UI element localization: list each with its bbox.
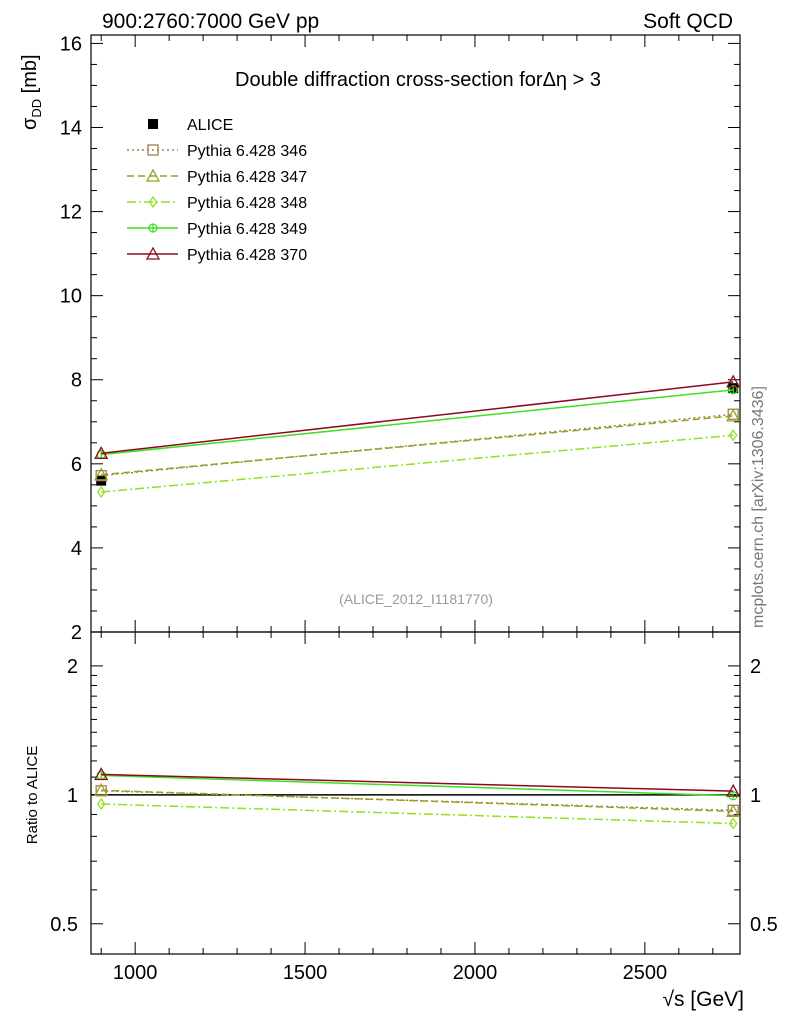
ratio-tick-label-right: 0.5 (750, 914, 778, 936)
x-tick-label: 2000 (453, 962, 498, 984)
main-series-lines (94, 374, 741, 499)
legend-marker (148, 195, 158, 209)
ratio-data-point (726, 783, 741, 797)
header-right: Soft QCD (643, 10, 733, 33)
ratio-data-point (94, 782, 109, 796)
y-label-sigma: σ (19, 117, 41, 130)
series-line (101, 434, 734, 493)
ratio-y-axis-label: Ratio to ALICE (24, 746, 41, 844)
y-tick-label: 10 (60, 286, 82, 308)
legend-item: Pythia 6.428 347 (127, 168, 307, 186)
legend-marker (145, 168, 161, 182)
ratio-series-line (101, 803, 734, 825)
ratio-data-point (94, 767, 109, 781)
legend-marker (148, 223, 158, 233)
legend-marker (147, 144, 159, 156)
x-tick-label: 2500 (623, 962, 668, 984)
ratio-series-line (101, 774, 734, 797)
data-point (94, 445, 109, 459)
ratio-data-point (96, 797, 106, 811)
header-left: 900:2760:7000 GeV pp (102, 10, 319, 33)
ratio-data-point (726, 804, 741, 818)
x-label-root: √s (662, 988, 684, 1011)
x-tick-label: 1000 (113, 962, 158, 984)
ratio-series-line (101, 773, 734, 792)
ratio-series-lines (91, 767, 741, 830)
data-point (726, 408, 741, 422)
main-axis-ticks: 2 4 6 8 10 12 14 16 (60, 33, 740, 644)
legend-item: ALICE (148, 117, 233, 134)
legend: ALICE Pythia 6.428 346 Pythia 6.428 347 Pyt… (127, 117, 307, 264)
legend-label: ALICE (187, 117, 233, 134)
legend-marker (145, 246, 161, 260)
legend-item: Pythia 6.428 346 (127, 143, 307, 160)
chart-title: Double diffraction cross-section forΔη >… (235, 69, 601, 91)
legend-marker (148, 119, 158, 129)
y-tick-label: 4 (71, 538, 82, 560)
ratio-tick-label-left: 1 (67, 785, 78, 807)
y-tick-label: 8 (71, 370, 82, 392)
legend-label: Pythia 6.428 348 (187, 195, 307, 212)
y-label-subscript: DD (29, 99, 44, 118)
ratio-tick-label-left: 2 (67, 656, 78, 678)
ratio-plot-frame (90, 631, 741, 955)
legend-item: Pythia 6.428 348 (127, 195, 307, 212)
ratio-tick-label-right: 1 (750, 785, 761, 807)
data-point (728, 429, 738, 442)
y-tick-label: 6 (71, 454, 82, 476)
y-tick-label: 2 (71, 622, 82, 644)
ratio-series-line (101, 789, 734, 813)
series-line (101, 381, 734, 455)
ratio-tick-label-left: 0.5 (50, 914, 78, 936)
series-line (101, 415, 734, 476)
ratio-data-point (728, 817, 738, 830)
y-tick-label: 16 (60, 33, 82, 55)
legend-label: Pythia 6.428 370 (187, 247, 307, 264)
x-label-unit: [GeV] (684, 988, 744, 1011)
svg-text:σDD [mb]: σDD [mb] (19, 54, 44, 130)
series-line (101, 389, 734, 456)
main-y-axis-label: σDD [mb] (19, 54, 44, 130)
data-point (726, 374, 741, 388)
ratio-axis-ticks: 0.5 0.5 1 1 2 2 1000 1500 2000 2500 (50, 632, 778, 984)
side-label: mcplots.cern.ch [arXiv:1306.3436] (750, 386, 767, 628)
data-point (95, 469, 107, 482)
legend-label: Pythia 6.428 346 (187, 143, 307, 160)
legend-item: Pythia 6.428 349 (127, 221, 307, 238)
analysis-watermark: (ALICE_2012_I1181770) (339, 591, 493, 607)
x-axis-label: √s [GeV] (662, 988, 744, 1011)
y-label-unit: [mb] (19, 54, 41, 98)
ratio-tick-label-right: 2 (750, 656, 761, 678)
legend-item: Pythia 6.428 370 (127, 246, 307, 264)
y-tick-label: 14 (60, 117, 82, 139)
y-tick-label: 12 (60, 202, 82, 224)
x-tick-label: 1500 (283, 962, 328, 984)
legend-label: Pythia 6.428 349 (187, 221, 307, 238)
data-point (96, 485, 106, 499)
data-point (94, 467, 109, 481)
legend-label: Pythia 6.428 347 (187, 169, 307, 186)
